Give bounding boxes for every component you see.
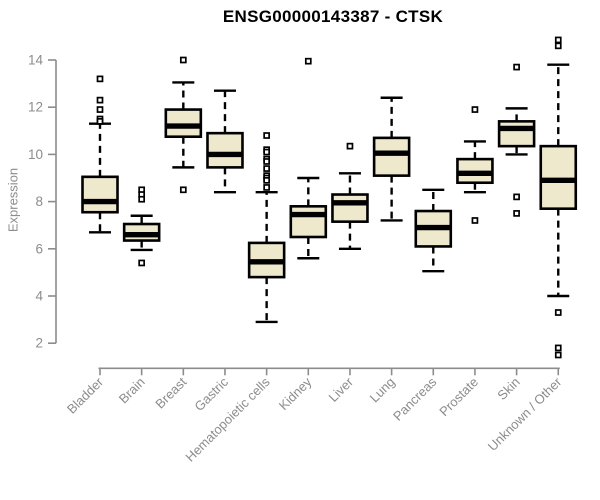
- x-tick-label-gastric: Gastric: [191, 374, 231, 414]
- outlier-point: [513, 210, 520, 217]
- outlier-point: [554, 344, 562, 352]
- outlier-point: [554, 351, 562, 359]
- box-group-breast: [164, 56, 203, 194]
- outlier-point: [263, 158, 270, 165]
- y-tick-label: 6: [35, 241, 43, 256]
- outlier-point: [554, 42, 562, 50]
- box-group-gastric: [206, 89, 244, 194]
- box-group-brain: [122, 186, 161, 267]
- outlier-point: [96, 96, 104, 104]
- y-tick-label: 4: [35, 289, 43, 304]
- outlier-point: [179, 186, 187, 194]
- box-group-prostate: [456, 106, 494, 224]
- x-tick-label-brain: Brain: [116, 374, 148, 406]
- x-tick-label-liver: Liver: [326, 374, 357, 405]
- iqr-box: [289, 205, 328, 239]
- outlier-point: [304, 57, 312, 65]
- iqr-box: [372, 136, 411, 177]
- outlier-point: [96, 106, 104, 113]
- outlier-point: [96, 118, 104, 125]
- box-group-bladder: [81, 75, 119, 234]
- y-tick-label: 2: [35, 336, 43, 351]
- x-tick-label-breast: Breast: [152, 374, 189, 411]
- box-group-hematopoietic-cells: [247, 132, 286, 324]
- x-tick-label-bladder: Bladder: [64, 374, 107, 417]
- outlier-point: [263, 184, 270, 191]
- outlier-point: [263, 165, 270, 172]
- iqr-box: [539, 144, 578, 210]
- outlier-point: [554, 36, 562, 44]
- outlier-point: [96, 75, 104, 83]
- x-tick-label-prostate: Prostate: [436, 374, 481, 419]
- outlier-point: [471, 106, 479, 113]
- y-tick-label: 12: [28, 100, 43, 115]
- box-group-liver: [331, 142, 369, 251]
- outlier-point: [138, 259, 146, 267]
- iqr-box: [81, 175, 119, 214]
- x-tick-label-lung: Lung: [367, 374, 398, 405]
- outlier-point: [513, 193, 520, 201]
- iqr-box: [331, 193, 369, 223]
- outlier-point: [263, 132, 270, 139]
- outlier-point: [554, 309, 562, 316]
- y-tick-label: 10: [28, 147, 43, 162]
- x-tick-label-skin: Skin: [494, 374, 522, 402]
- outlier-point: [513, 63, 520, 71]
- outlier-point: [346, 142, 354, 150]
- outlier-point: [471, 217, 479, 224]
- outlier-point: [179, 56, 187, 64]
- x-tick-label-kidney: Kidney: [276, 374, 315, 413]
- box-group-skin: [497, 63, 536, 217]
- outlier-point: [263, 177, 270, 184]
- iqr-box: [497, 120, 536, 148]
- iqr-box: [164, 108, 203, 138]
- box-group-pancreas: [414, 188, 453, 273]
- outlier-point: [263, 148, 270, 156]
- chart-title: ENSG00000143387 - CTSK: [222, 7, 444, 26]
- outlier-point: [138, 195, 146, 203]
- y-tick-label: 8: [35, 194, 43, 209]
- y-tick-label: 14: [28, 53, 44, 68]
- box-group-lung: [372, 96, 411, 222]
- x-tick-label-pancreas: Pancreas: [390, 374, 440, 424]
- iqr-box: [206, 131, 244, 169]
- box-group-unknown-other: [539, 36, 578, 359]
- x-tick-label-unknown-other: Unknown / Other: [485, 374, 565, 454]
- box-group-kidney: [289, 57, 328, 260]
